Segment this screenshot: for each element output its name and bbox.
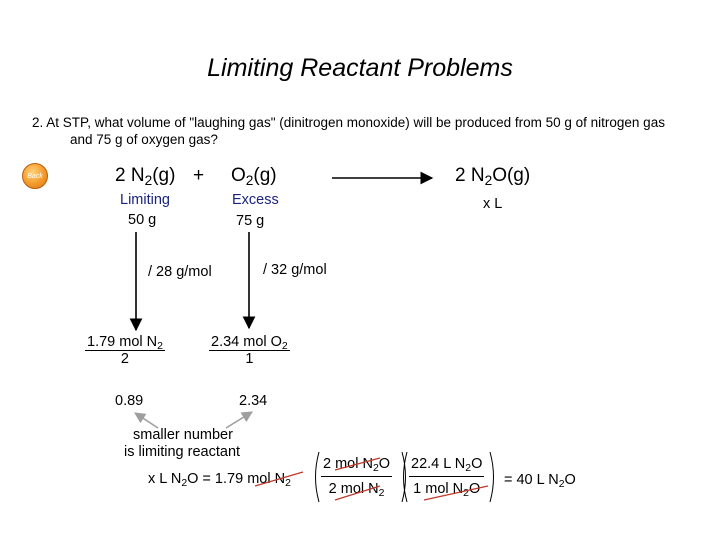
note-line-2: is limiting reactant	[124, 444, 241, 460]
reactant-o2: O2(g)	[231, 165, 277, 189]
reactant-n2: 2 N2(g)	[115, 165, 176, 189]
o2-ratio: 2.34	[239, 393, 268, 409]
o2-moles-fraction: 2.34 mol O2 1	[209, 334, 290, 367]
bracket-1-left	[315, 451, 320, 503]
strike-f1-num	[334, 457, 381, 471]
calc-lhs: x L N2O = 1.79 mol N2	[148, 471, 291, 490]
back-button[interactable]: Back	[22, 163, 48, 189]
bracket-2-right	[489, 451, 494, 503]
callout-arrow-right	[225, 411, 253, 429]
limiting-label: Limiting	[120, 192, 170, 208]
fraction-2: 22.4 L N2O 1 mol N2O	[409, 456, 485, 500]
callout-arrow-left	[134, 412, 159, 429]
product-n2o: 2 N2O(g)	[455, 165, 531, 189]
n2-molar-mass: / 28 g/mol	[148, 264, 212, 280]
strike-f2-den	[423, 485, 489, 501]
plus-sign: +	[193, 165, 205, 186]
n2-moles-fraction: 1.79 mol N2 2	[85, 334, 165, 367]
question-line-2: and 75 g of oxygen gas?	[70, 132, 218, 147]
strike-lhs	[254, 471, 304, 487]
question-line-1: 2. At STP, what volume of "laughing gas"…	[32, 115, 665, 130]
page-title: Limiting Reactant Problems	[207, 54, 513, 82]
o2-molar-mass: / 32 g/mol	[263, 262, 327, 278]
n2-ratio: 0.89	[115, 393, 144, 409]
result: = 40 L N2O	[504, 472, 576, 491]
note-line-1: smaller number	[133, 427, 233, 443]
strike-f1-den	[334, 485, 381, 501]
o2-mass: 75 g	[236, 213, 265, 229]
bracket-2-left	[403, 451, 408, 503]
back-button-label: Back	[27, 172, 43, 180]
calc-lhs-unit: mol N	[247, 471, 286, 487]
n2-mass: 50 g	[128, 212, 157, 228]
excess-label: Excess	[232, 192, 279, 208]
bracket-1-right	[401, 451, 406, 503]
product-unknown: x L	[483, 196, 503, 212]
